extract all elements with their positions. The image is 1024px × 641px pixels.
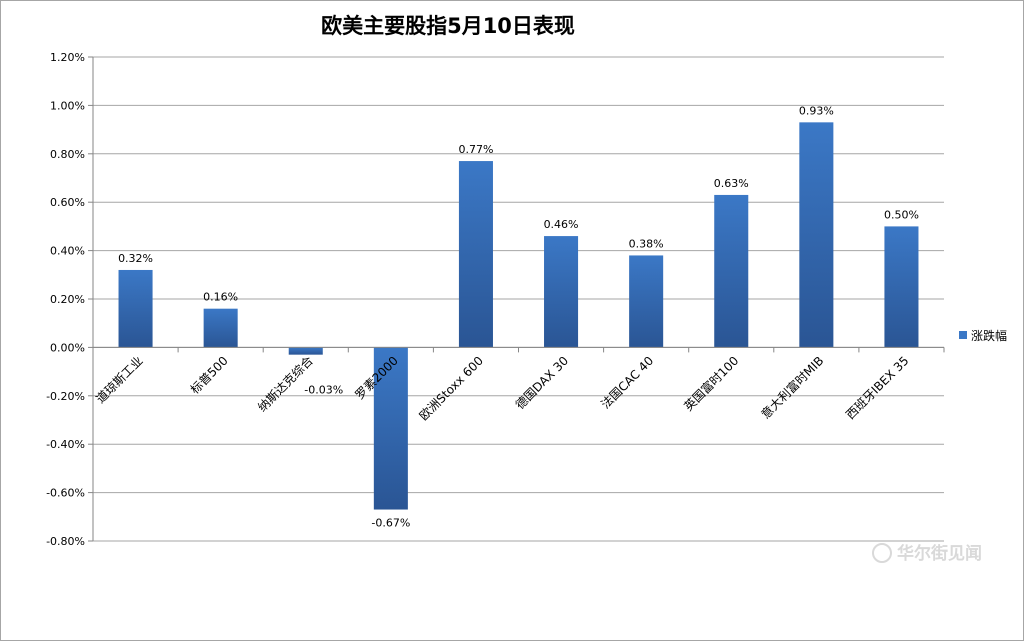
y-tick-label: 0.20% <box>50 293 85 306</box>
data-label: -0.03% <box>304 383 343 396</box>
bar <box>288 347 323 355</box>
data-label: 0.63% <box>714 177 749 190</box>
category-label: 标普500 <box>188 354 231 397</box>
x-axis <box>92 57 945 541</box>
data-label: 0.16% <box>203 291 238 304</box>
category-label: 意大利富时MIB <box>758 353 827 422</box>
bars <box>118 122 919 510</box>
category-label: 欧洲Stoxx 600 <box>417 354 486 423</box>
data-label: 0.77% <box>458 143 493 156</box>
y-tick-label: -0.60% <box>46 487 85 500</box>
y-tick-label: -0.80% <box>46 535 85 548</box>
y-tick-label: 1.00% <box>50 99 85 112</box>
legend-label: 涨跌幅 <box>971 328 1007 343</box>
bar <box>714 194 749 348</box>
bar <box>884 226 919 348</box>
bar <box>203 308 238 348</box>
bar <box>799 122 834 348</box>
legend: 涨跌幅 <box>959 328 1007 343</box>
data-label: 0.50% <box>884 208 919 221</box>
bar <box>458 161 493 348</box>
data-label: 0.32% <box>118 252 153 265</box>
y-tick-label: 0.60% <box>50 196 85 209</box>
data-label: 0.46% <box>544 218 579 231</box>
watermark-logo-icon <box>872 543 892 563</box>
bar <box>544 236 579 348</box>
legend-swatch <box>959 331 967 339</box>
watermark-text: 华尔街见闻 <box>897 543 982 564</box>
category-label: 法国CAC 40 <box>598 354 656 412</box>
y-axis-ticks: 1.20% 1.00% 0.80% 0.60% 0.40% 0.20% 0.00% -0.20… <box>46 51 93 548</box>
data-label: -0.67% <box>371 517 410 530</box>
bar <box>373 347 408 510</box>
bar <box>118 269 153 348</box>
category-label: 西班牙IBEX 35 <box>843 354 911 422</box>
watermark: 华尔街见闻 <box>872 543 982 564</box>
data-label: 0.93% <box>799 104 834 117</box>
chart-title: 欧美主要股指5月10日表现 <box>321 14 575 38</box>
bar <box>629 255 664 348</box>
y-tick-label: -0.20% <box>46 390 85 403</box>
category-label: 道琼斯工业 <box>93 353 146 406</box>
y-tick-label: 0.40% <box>50 245 85 258</box>
y-tick-label: -0.40% <box>46 438 85 451</box>
y-tick-label: 0.00% <box>50 341 85 354</box>
y-tick-label: 1.20% <box>50 51 85 64</box>
category-label: 德国DAX 30 <box>512 353 571 412</box>
data-label: 0.38% <box>629 237 664 250</box>
category-labels: 道琼斯工业 标普500 纳斯达克综合 罗素2000 欧洲Stoxx 600 德国DAX 3… <box>93 353 912 423</box>
y-tick-label: 0.80% <box>50 148 85 161</box>
category-label: 英国富时100 <box>681 353 742 414</box>
data-labels: 0.32% 0.16% -0.03% -0.67% 0.77% 0.46% 0.38% 0.6… <box>118 104 919 529</box>
